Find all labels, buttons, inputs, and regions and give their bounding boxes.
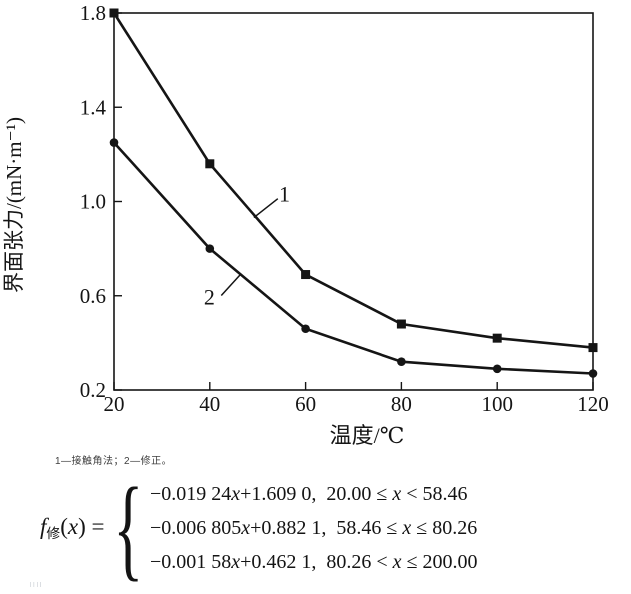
formula-segment: x: [392, 551, 402, 573]
formula-segment: x: [392, 483, 402, 505]
x-axis-title: 温度/℃: [330, 423, 405, 448]
series-1-marker: [205, 159, 215, 169]
plot-border: [113, 12, 594, 391]
formula-segment: f: [40, 513, 47, 539]
series-2-marker: [492, 364, 502, 374]
annotation-leader-line: [253, 198, 279, 219]
x-tick-label: 120: [577, 392, 609, 416]
formula-segment: −0.006 805: [149, 517, 242, 539]
formula-segment: ≤ 200.00: [401, 551, 478, 573]
formula-row: −0.019 24x+1.609 0, 20.00 ≤ x < 58.46: [150, 477, 478, 511]
figure-caption: 1—接触角法；2—修正。: [55, 456, 173, 467]
series-1-marker: [109, 8, 119, 18]
formula-segment: x: [241, 517, 251, 539]
series-1-marker: [588, 343, 598, 353]
formula-segment: +1.609 0, 20.00 ≤: [240, 483, 393, 505]
formula-segment: < 58.46: [401, 483, 468, 505]
formula-segment: x: [231, 551, 241, 573]
y-tick-label: 1.4: [80, 95, 107, 119]
x-tick-label: 60: [295, 392, 316, 416]
x-tick-label: 40: [199, 392, 220, 416]
y-tick-label: 1.8: [80, 1, 106, 25]
footer-mark: ||||: [30, 582, 44, 588]
formula-segment: (: [60, 513, 68, 539]
series-2-line: [113, 141, 594, 375]
series-1-marker: [301, 270, 311, 280]
x-tick-label: 20: [104, 392, 125, 416]
formula-brace: {: [113, 464, 144, 591]
series-2-marker: [109, 138, 119, 147]
series-label: 1: [279, 181, 290, 206]
series-2-marker: [588, 369, 598, 378]
piecewise-formula: f修(x) = { −0.019 24x+1.609 0, 20.00 ≤ x …: [40, 471, 478, 585]
y-axis-title: 界面张力/(mN·m⁻¹): [2, 117, 26, 293]
series-1-marker: [492, 333, 502, 343]
y-tick-label: 0.2: [80, 378, 106, 402]
formula-segment: x: [231, 483, 241, 505]
formula-segment: +0.882 1, 58.46 ≤: [250, 517, 403, 539]
formula-row: −0.006 805x+0.882 1, 58.46 ≤ x ≤ 80.26: [150, 511, 478, 545]
series-2-marker: [205, 244, 215, 253]
formula-segment: 修: [46, 526, 61, 542]
formula-segment: ≤ 80.26: [411, 517, 478, 539]
series-2-marker: [397, 357, 406, 367]
annotation-leader-line: [220, 274, 241, 297]
line-chart: 0.2 0.6 1.0 1.4 1.8 20 40 60 80 100 120 界面张力/(mN·m⁻…: [2, 1, 609, 448]
formula-row: −0.001 58x+0.462 1, 80.26 < x ≤ 200.00: [150, 545, 478, 579]
formula-segment: ) =: [78, 513, 111, 539]
formula-segment: −0.019 24: [149, 483, 232, 505]
formula-segment: x: [67, 513, 79, 539]
series-2-marker: [301, 324, 310, 334]
formula-rows: −0.019 24x+1.609 0, 20.00 ≤ x < 58.46 −0.…: [150, 477, 478, 579]
y-tick-label: 0.6: [80, 284, 106, 308]
y-tick-label: 1.0: [80, 190, 106, 214]
x-tick-label: 80: [391, 392, 412, 416]
formula-lhs: f修(x) =: [40, 514, 110, 542]
x-tick-label: 100: [481, 392, 513, 416]
series-1-marker: [396, 319, 406, 329]
series-label: 2: [204, 284, 215, 309]
formula-segment: x: [402, 517, 412, 539]
series-1-line: [112, 12, 594, 349]
formula-segment: +0.462 1, 80.26 <: [240, 551, 393, 573]
formula-segment: −0.001 58: [149, 551, 232, 573]
